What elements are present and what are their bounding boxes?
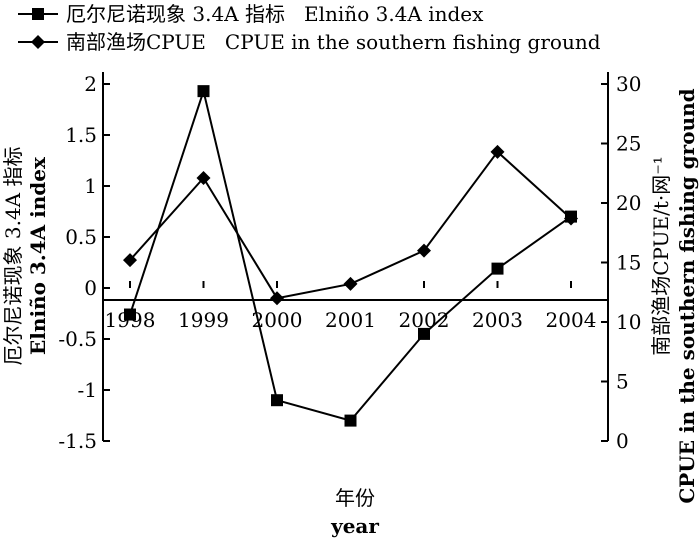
elnino-point: [124, 308, 136, 321]
left-axis-title-en-group: Elniño 3.4A index: [26, 156, 50, 355]
legend-diamond-marker: [31, 35, 45, 49]
right-axis-title: 南部渔场CPUE/t·网⁻¹: [649, 156, 673, 356]
elnino-line: [129, 87, 572, 422]
legend-label-elnino: 厄尔尼诺现象 3.4A 指标 Elniño 3.4A index: [66, 2, 484, 26]
legend-square-marker: [32, 8, 44, 20]
x-tick-label: 1999: [178, 308, 229, 332]
cpue-point: [343, 276, 358, 291]
x-tick-label: 2001: [325, 308, 376, 332]
x-axis-ticks: 1998199920002001200220032004: [105, 281, 597, 332]
right-tick-label: 5: [616, 370, 629, 394]
right-axis-title-en: CPUE in the southern fishing ground: [675, 88, 699, 503]
cpue-point: [196, 171, 211, 186]
right-tick-label: 25: [616, 132, 641, 156]
legend: 厄尔尼诺现象 3.4A 指标 Elniño 3.4A index 南部渔场CPU…: [18, 2, 601, 54]
elnino-point: [344, 414, 357, 427]
left-tick-label: -1: [78, 378, 97, 402]
left-tick-label: 2: [84, 72, 97, 96]
right-tick-label: 0: [616, 429, 629, 453]
cpue-point: [564, 211, 578, 226]
left-axis-title: 厄尔尼诺现象 3.4A 指标: [1, 147, 25, 366]
series-elnino: [124, 85, 577, 427]
elnino-point: [271, 394, 283, 407]
x-axis-title-en: year: [330, 514, 379, 538]
elnino-point: [418, 327, 430, 340]
right-tick-label: 30: [616, 72, 641, 96]
legend-label-cpue: 南部渔场CPUE CPUE in the southern fishing gr…: [66, 30, 601, 54]
left-tick-label: 0.5: [65, 225, 97, 249]
cpue-point: [270, 291, 284, 306]
legend-entry-elnino: 厄尔尼诺现象 3.4A 指标 Elniño 3.4A index: [18, 2, 484, 26]
left-tick-label: -0.5: [58, 327, 97, 351]
left-axis-title-group: 厄尔尼诺现象 3.4A 指标: [1, 147, 25, 366]
left-axis-ticks: 2 1.5 1 0.5 0 -0.5 -1 -1.5: [58, 72, 110, 453]
x-tick-label: 2003: [472, 308, 523, 332]
left-axis-title-en: Elniño 3.4A index: [26, 156, 50, 355]
left-tick-label: 0: [84, 276, 97, 300]
cpue-line: [129, 150, 572, 300]
legend-entry-cpue: 南部渔场CPUE CPUE in the southern fishing gr…: [18, 30, 601, 54]
cpue-point: [490, 144, 505, 159]
cpue-point: [417, 243, 431, 258]
right-axis-title-group: 南部渔场CPUE/t·网⁻¹: [649, 156, 673, 356]
right-tick-label: 15: [616, 251, 641, 275]
right-axis-title-en-group: CPUE in the southern fishing ground: [675, 88, 699, 503]
left-tick-label: 1.5: [65, 123, 97, 147]
cpue-point: [123, 253, 137, 268]
right-tick-label: 10: [616, 310, 641, 334]
elnino-point: [197, 85, 210, 98]
right-tick-label: 20: [616, 191, 641, 215]
x-axis-title: 年份: [335, 486, 375, 510]
right-axis-ticks: 30 25 20 15 10 5 0: [601, 72, 641, 453]
x-tick-label: 2004: [546, 308, 597, 332]
left-tick-label: -1.5: [58, 429, 97, 453]
elnino-point: [491, 262, 504, 275]
series-cpue: [123, 144, 578, 306]
left-tick-label: 1: [84, 174, 97, 198]
